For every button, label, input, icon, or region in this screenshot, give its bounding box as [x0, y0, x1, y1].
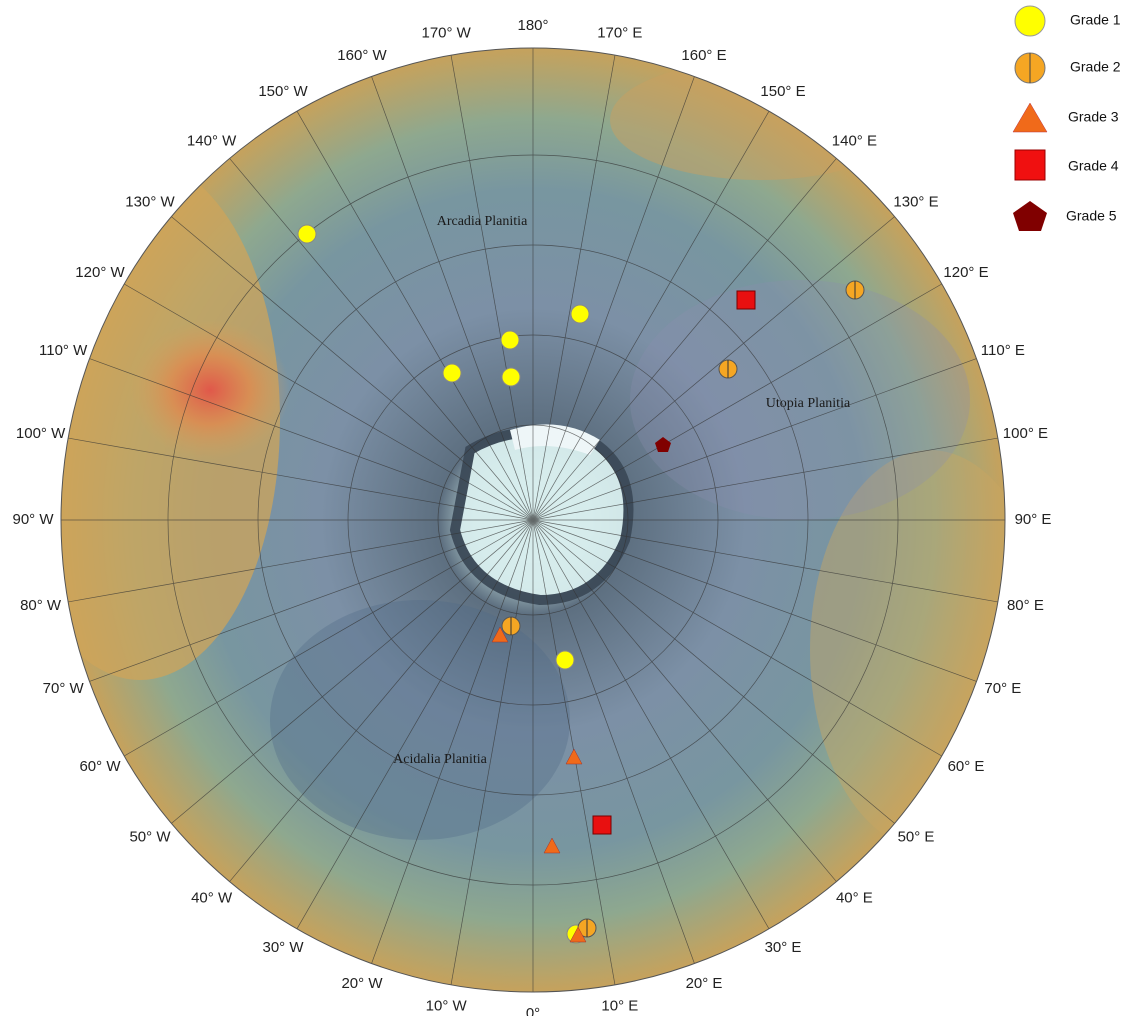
longitude-label: 120° W — [75, 264, 125, 281]
longitude-label: 90° W — [12, 511, 54, 528]
grade-1-marker — [501, 331, 519, 349]
grade-4-marker — [737, 291, 755, 309]
longitude-label: 110° E — [981, 342, 1025, 359]
longitude-label: 80° W — [20, 597, 62, 614]
legend: Grade 1 Grade 2 Grade 3 Grade 4 Grade 5 — [1013, 6, 1121, 231]
longitude-label: 70° E — [984, 680, 1021, 697]
longitude-label: 120° E — [943, 264, 988, 281]
legend-symbol — [1015, 6, 1045, 36]
longitude-label: 0° — [526, 1005, 540, 1016]
longitude-label: 50° E — [898, 829, 935, 846]
region-label: Utopia Planitia — [766, 396, 851, 411]
page: {"map": { "longitude_labels": ["0°", "10… — [0, 0, 1133, 1016]
grade-1-marker — [556, 651, 574, 669]
longitude-label: 60° E — [948, 758, 985, 775]
longitude-label: 140° W — [187, 133, 237, 150]
longitude-label: 100° E — [1003, 425, 1048, 442]
legend-label: Grade 5 — [1066, 208, 1117, 224]
region-label: Arcadia Planitia — [437, 214, 528, 229]
longitude-label: 10° W — [426, 997, 468, 1014]
longitude-label: 100° W — [16, 425, 66, 442]
longitude-label: 170° E — [597, 24, 642, 41]
legend-label: Grade 3 — [1068, 109, 1119, 125]
longitude-label: 20° W — [341, 975, 383, 992]
legend-label: Grade 1 — [1070, 12, 1121, 28]
longitude-label: 40° E — [836, 889, 873, 906]
longitude-label: 110° W — [39, 342, 88, 359]
longitude-label: 80° E — [1007, 597, 1044, 614]
longitude-label: 70° W — [43, 680, 85, 697]
legend-symbol — [1015, 150, 1045, 180]
longitude-label: 30° W — [262, 939, 304, 956]
legend-symbol — [1013, 201, 1047, 231]
longitude-label: 160° E — [681, 47, 726, 64]
longitude-label: 40° W — [191, 889, 233, 906]
grade-4-marker — [593, 816, 611, 834]
longitude-label: 130° E — [893, 193, 938, 210]
grade-1-marker — [502, 368, 520, 386]
longitude-label: 50° W — [129, 829, 171, 846]
longitude-label: 170° W — [421, 24, 471, 41]
map-figure: Arcadia Planitia Utopia Planitia Acidali… — [0, 0, 1133, 1016]
grade-1-marker — [298, 225, 316, 243]
longitude-label: 130° W — [125, 193, 175, 210]
longitude-label: 150° E — [760, 83, 805, 100]
legend-symbol — [1013, 103, 1047, 132]
longitude-label: 180° — [517, 17, 548, 34]
legend-label: Grade 2 — [1070, 59, 1121, 75]
longitude-label: 150° W — [258, 83, 308, 100]
longitude-label: 60° W — [79, 758, 121, 775]
longitude-label: 140° E — [832, 133, 877, 150]
legend-label: Grade 4 — [1068, 158, 1119, 174]
region-label: Acidalia Planitia — [393, 752, 487, 767]
longitude-label: 10° E — [601, 997, 638, 1014]
grade-1-marker — [443, 364, 461, 382]
longitude-label: 90° E — [1015, 511, 1052, 528]
longitude-label: 30° E — [765, 939, 802, 956]
longitude-label: 20° E — [686, 975, 723, 992]
longitude-label: 160° W — [337, 47, 387, 64]
grade-1-marker — [571, 305, 589, 323]
